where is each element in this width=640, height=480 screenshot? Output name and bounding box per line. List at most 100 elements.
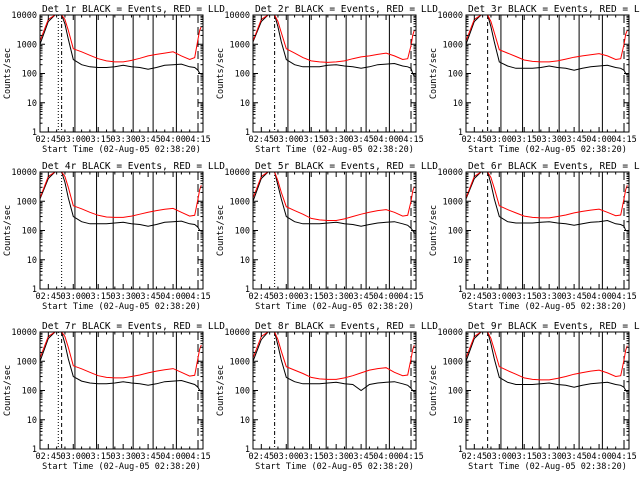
panel-title: Det 7r BLACK = Events, RED = LLD (42, 321, 225, 332)
panel-title: Det 4r BLACK = Events, RED = LLD (42, 161, 225, 172)
detector-panel: Det 6r BLACK = Events, RED = LLD 1 10 100 10… (429, 161, 640, 312)
x-tick-label: 03:45 (348, 452, 374, 462)
x-tick-label: 03:45 (135, 135, 161, 145)
x-tick-label: 04:00 (586, 452, 612, 462)
plot-frame (39, 171, 204, 290)
x-tick-label: 04:00 (373, 292, 399, 302)
y-axis-label: Counts/sec (216, 48, 226, 99)
y-tick-label: 1 (32, 445, 37, 455)
y-tick-label: 100 (22, 70, 37, 80)
x-tick-label: 03:45 (348, 292, 374, 302)
lld-series-line (466, 172, 628, 219)
x-tick-label: 03:30 (110, 452, 136, 462)
x-tick-label: 02:45 (462, 452, 488, 462)
plot-frame (39, 331, 204, 450)
y-tick-label: 10000 (437, 168, 463, 178)
detector-panel: Det 4r BLACK = Events, RED = LLD 1 10 100 10… (3, 161, 225, 312)
y-axis-label: Counts/sec (3, 365, 13, 416)
panel-title: Det 5r BLACK = Events, RED = LLD (255, 161, 438, 172)
y-tick-label: 1000 (230, 197, 250, 207)
x-axis-label: Start Time (02-Aug-05 02:38:20) (468, 145, 627, 155)
x-tick-label: 03:00 (273, 135, 299, 145)
y-axis-label: Counts/sec (216, 365, 226, 416)
x-tick-label: 03:45 (561, 292, 587, 302)
x-tick-label: 04:15 (185, 452, 211, 462)
events-series-line (466, 15, 628, 76)
lld-series-line (40, 332, 202, 379)
x-tick-label: 03:30 (323, 292, 349, 302)
detector-panel: Det 1r BLACK = Events, RED = LLD 1 10 100 10… (3, 4, 225, 155)
plot-frame (465, 331, 630, 450)
y-axis-label: Counts/sec (216, 205, 226, 256)
y-tick-label: 1000 (230, 40, 250, 50)
y-tick-label: 10000 (224, 11, 250, 21)
y-tick-label: 10 (240, 256, 250, 266)
y-tick-label: 10000 (437, 328, 463, 338)
x-tick-label: 03:00 (273, 452, 299, 462)
x-tick-label: 04:15 (398, 452, 424, 462)
y-tick-label: 1 (32, 285, 37, 295)
x-tick-label: 03:30 (323, 135, 349, 145)
lld-series-line (466, 332, 628, 381)
y-tick-label: 1000 (230, 357, 250, 367)
lld-series-line (40, 172, 202, 218)
x-tick-label: 03:00 (486, 292, 512, 302)
y-tick-label: 100 (448, 70, 463, 80)
detector-panel: Det 7r BLACK = Events, RED = LLD 1 10 100 10… (3, 321, 225, 472)
x-tick-label: 04:00 (160, 292, 186, 302)
x-tick-label: 03:15 (298, 292, 324, 302)
x-tick-label: 04:00 (373, 452, 399, 462)
y-tick-label: 100 (22, 387, 37, 397)
x-tick-label: 03:00 (273, 292, 299, 302)
x-axis-label: Start Time (02-Aug-05 02:38:20) (42, 302, 201, 312)
y-tick-label: 100 (235, 227, 250, 237)
x-tick-label: 02:45 (462, 292, 488, 302)
y-axis-label: Counts/sec (3, 48, 13, 99)
x-tick-label: 03:15 (85, 292, 111, 302)
y-tick-label: 100 (235, 387, 250, 397)
y-tick-label: 10 (240, 99, 250, 109)
x-tick-label: 03:00 (60, 135, 86, 145)
detector-panel: Det 5r BLACK = Events, RED = LLD 1 10 100 10… (216, 161, 438, 312)
x-tick-label: 04:15 (611, 135, 637, 145)
x-tick-label: 04:00 (586, 135, 612, 145)
y-tick-label: 10000 (11, 11, 37, 21)
plot-frame (465, 171, 630, 290)
x-tick-label: 04:00 (160, 135, 186, 145)
x-tick-label: 02:45 (249, 135, 275, 145)
panel-title: Det 8r BLACK = Events, RED = LLD (255, 321, 438, 332)
x-tick-label: 04:00 (586, 292, 612, 302)
panel-title: Det 1r BLACK = Events, RED = LLD (42, 4, 225, 15)
y-tick-label: 1000 (17, 357, 37, 367)
y-tick-label: 1 (458, 445, 463, 455)
x-tick-label: 03:15 (511, 135, 537, 145)
x-axis-label: Start Time (02-Aug-05 02:38:20) (255, 302, 414, 312)
y-tick-label: 1 (245, 128, 250, 138)
plot-frame (252, 331, 417, 450)
y-tick-label: 1000 (443, 40, 463, 50)
x-tick-label: 02:45 (249, 452, 275, 462)
x-tick-label: 04:15 (611, 452, 637, 462)
y-tick-label: 10000 (11, 168, 37, 178)
x-tick-label: 03:45 (348, 135, 374, 145)
plot-frame (465, 14, 630, 133)
y-tick-label: 10 (453, 99, 463, 109)
y-axis-label: Counts/sec (429, 365, 439, 416)
y-tick-label: 1000 (443, 197, 463, 207)
y-tick-label: 1 (245, 285, 250, 295)
y-tick-label: 1000 (17, 197, 37, 207)
x-tick-label: 03:30 (110, 292, 136, 302)
x-tick-label: 04:00 (160, 452, 186, 462)
x-axis-label: Start Time (02-Aug-05 02:38:20) (255, 462, 414, 472)
x-tick-label: 03:00 (486, 135, 512, 145)
events-series-line (40, 15, 202, 74)
y-tick-label: 10000 (224, 168, 250, 178)
y-tick-label: 100 (235, 70, 250, 80)
detector-panel: Det 2r BLACK = Events, RED = LLD 1 10 100 10… (216, 4, 438, 155)
plot-frame (252, 171, 417, 290)
x-tick-label: 03:30 (536, 452, 562, 462)
y-tick-label: 1 (245, 445, 250, 455)
x-tick-label: 03:45 (561, 452, 587, 462)
x-tick-label: 03:15 (298, 135, 324, 145)
x-tick-label: 04:15 (398, 292, 424, 302)
